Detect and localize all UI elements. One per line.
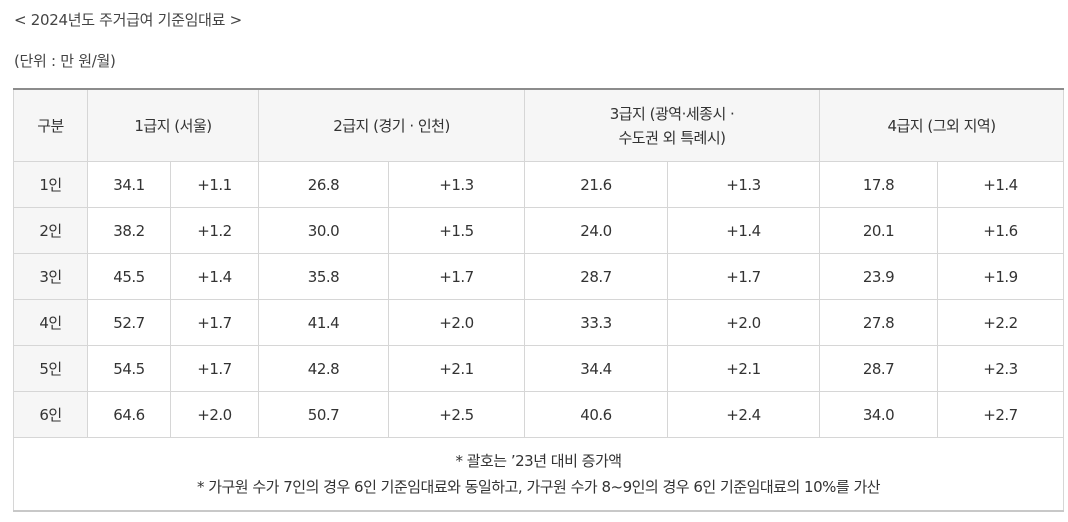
cell-grade1-value: 64.6 [87, 391, 171, 438]
cell-grade1-increase: +1.4 [170, 253, 259, 300]
cell-grade3-value: 33.3 [524, 299, 668, 346]
cell-grade2-value: 42.8 [258, 345, 389, 392]
unit-label: (단위 : 만 원/월) [14, 52, 116, 70]
header-grade4: 4급지 (그외 지역) [819, 88, 1065, 162]
cell-grade1-value: 38.2 [87, 207, 171, 254]
row-label: 3인 [13, 253, 88, 300]
cell-grade4-value: 17.8 [819, 161, 939, 208]
cell-grade2-increase: +2.5 [388, 391, 525, 438]
table-row: 1인 34.1 +1.1 26.8 +1.3 21.6 +1.3 17.8 +1… [13, 161, 1065, 208]
row-label: 1인 [13, 161, 88, 208]
cell-grade3-increase: +2.0 [666, 299, 821, 346]
header-grade3-line1: 3급지 (광역·세종시 · [609, 104, 735, 123]
row-label: 5인 [13, 345, 88, 392]
table-row: 5인 54.5 +1.7 42.8 +2.1 34.4 +2.1 28.7 +2… [13, 345, 1065, 392]
cell-grade1-increase: +1.1 [170, 161, 259, 208]
cell-grade4-value: 23.9 [819, 253, 939, 300]
footnote-household-size: * 가구원 수가 7인의 경우 6인 기준임대료와 동일하고, 가구원 수가 8… [196, 478, 881, 496]
table-row: 2인 38.2 +1.2 30.0 +1.5 24.0 +1.4 20.1 +1… [13, 207, 1065, 254]
cell-grade2-increase: +1.5 [388, 207, 525, 254]
cell-grade4-increase: +1.4 [937, 161, 1065, 208]
cell-grade1-value: 45.5 [87, 253, 171, 300]
cell-grade3-value: 21.6 [524, 161, 668, 208]
cell-grade2-value: 50.7 [258, 391, 389, 438]
row-label: 4인 [13, 299, 88, 346]
cell-grade4-increase: +2.7 [937, 391, 1065, 438]
cell-grade4-value: 28.7 [819, 345, 939, 392]
cell-grade1-increase: +2.0 [170, 391, 259, 438]
row-label: 6인 [13, 391, 88, 438]
rent-table: 구분 1급지 (서울) 2급지 (경기 · 인천) 3급지 (광역·세종시 · … [12, 88, 1065, 512]
cell-grade3-value: 40.6 [524, 391, 668, 438]
cell-grade4-value: 34.0 [819, 391, 939, 438]
cell-grade3-increase: +2.4 [666, 391, 821, 438]
cell-grade3-increase: +2.1 [666, 345, 821, 392]
table-row: 3인 45.5 +1.4 35.8 +1.7 28.7 +1.7 23.9 +1… [13, 253, 1065, 300]
cell-grade3-increase: +1.7 [666, 253, 821, 300]
table-header-row: 구분 1급지 (서울) 2급지 (경기 · 인천) 3급지 (광역·세종시 · … [13, 88, 1065, 162]
cell-grade3-increase: +1.4 [666, 207, 821, 254]
table-row: 4인 52.7 +1.7 41.4 +2.0 33.3 +2.0 27.8 +2… [13, 299, 1065, 346]
cell-grade4-increase: +1.6 [937, 207, 1065, 254]
cell-grade3-value: 28.7 [524, 253, 668, 300]
cell-grade2-value: 41.4 [258, 299, 389, 346]
cell-grade3-increase: +1.3 [666, 161, 821, 208]
header-grade3: 3급지 (광역·세종시 · 수도권 외 특례시) [523, 88, 821, 162]
cell-grade2-increase: +2.1 [388, 345, 525, 392]
header-grade1: 1급지 (서울) [87, 88, 259, 162]
cell-grade4-increase: +1.9 [937, 253, 1065, 300]
cell-grade4-increase: +2.3 [937, 345, 1065, 392]
row-label: 2인 [13, 207, 88, 254]
table-row: 6인 64.6 +2.0 50.7 +2.5 40.6 +2.4 34.0 +2… [13, 391, 1065, 438]
header-grade2: 2급지 (경기 · 인천) [258, 88, 525, 162]
header-category: 구분 [13, 88, 88, 162]
cell-grade1-increase: +1.7 [170, 345, 259, 392]
cell-grade2-value: 26.8 [258, 161, 389, 208]
cell-grade1-increase: +1.2 [170, 207, 259, 254]
cell-grade3-value: 24.0 [524, 207, 668, 254]
cell-grade1-value: 52.7 [87, 299, 171, 346]
cell-grade2-increase: +2.0 [388, 299, 525, 346]
table-footnote-row: * 괄호는 ’23년 대비 증가액 * 가구원 수가 7인의 경우 6인 기준임… [12, 437, 1065, 512]
cell-grade1-value: 54.5 [87, 345, 171, 392]
cell-grade4-increase: +2.2 [937, 299, 1065, 346]
footnote-increase: * 괄호는 ’23년 대비 증가액 [455, 452, 622, 470]
cell-grade2-increase: +1.3 [388, 161, 525, 208]
page-title: < 2024년도 주거급여 기준임대료 > [14, 11, 242, 29]
cell-grade3-value: 34.4 [524, 345, 668, 392]
header-grade3-line2: 수도권 외 특례시) [618, 128, 727, 147]
cell-grade2-value: 35.8 [258, 253, 389, 300]
cell-grade2-increase: +1.7 [388, 253, 525, 300]
cell-grade4-value: 20.1 [819, 207, 939, 254]
cell-grade1-value: 34.1 [87, 161, 171, 208]
cell-grade1-increase: +1.7 [170, 299, 259, 346]
footnote-cell: * 괄호는 ’23년 대비 증가액 * 가구원 수가 7인의 경우 6인 기준임… [12, 437, 1065, 512]
cell-grade2-value: 30.0 [258, 207, 389, 254]
cell-grade4-value: 27.8 [819, 299, 939, 346]
